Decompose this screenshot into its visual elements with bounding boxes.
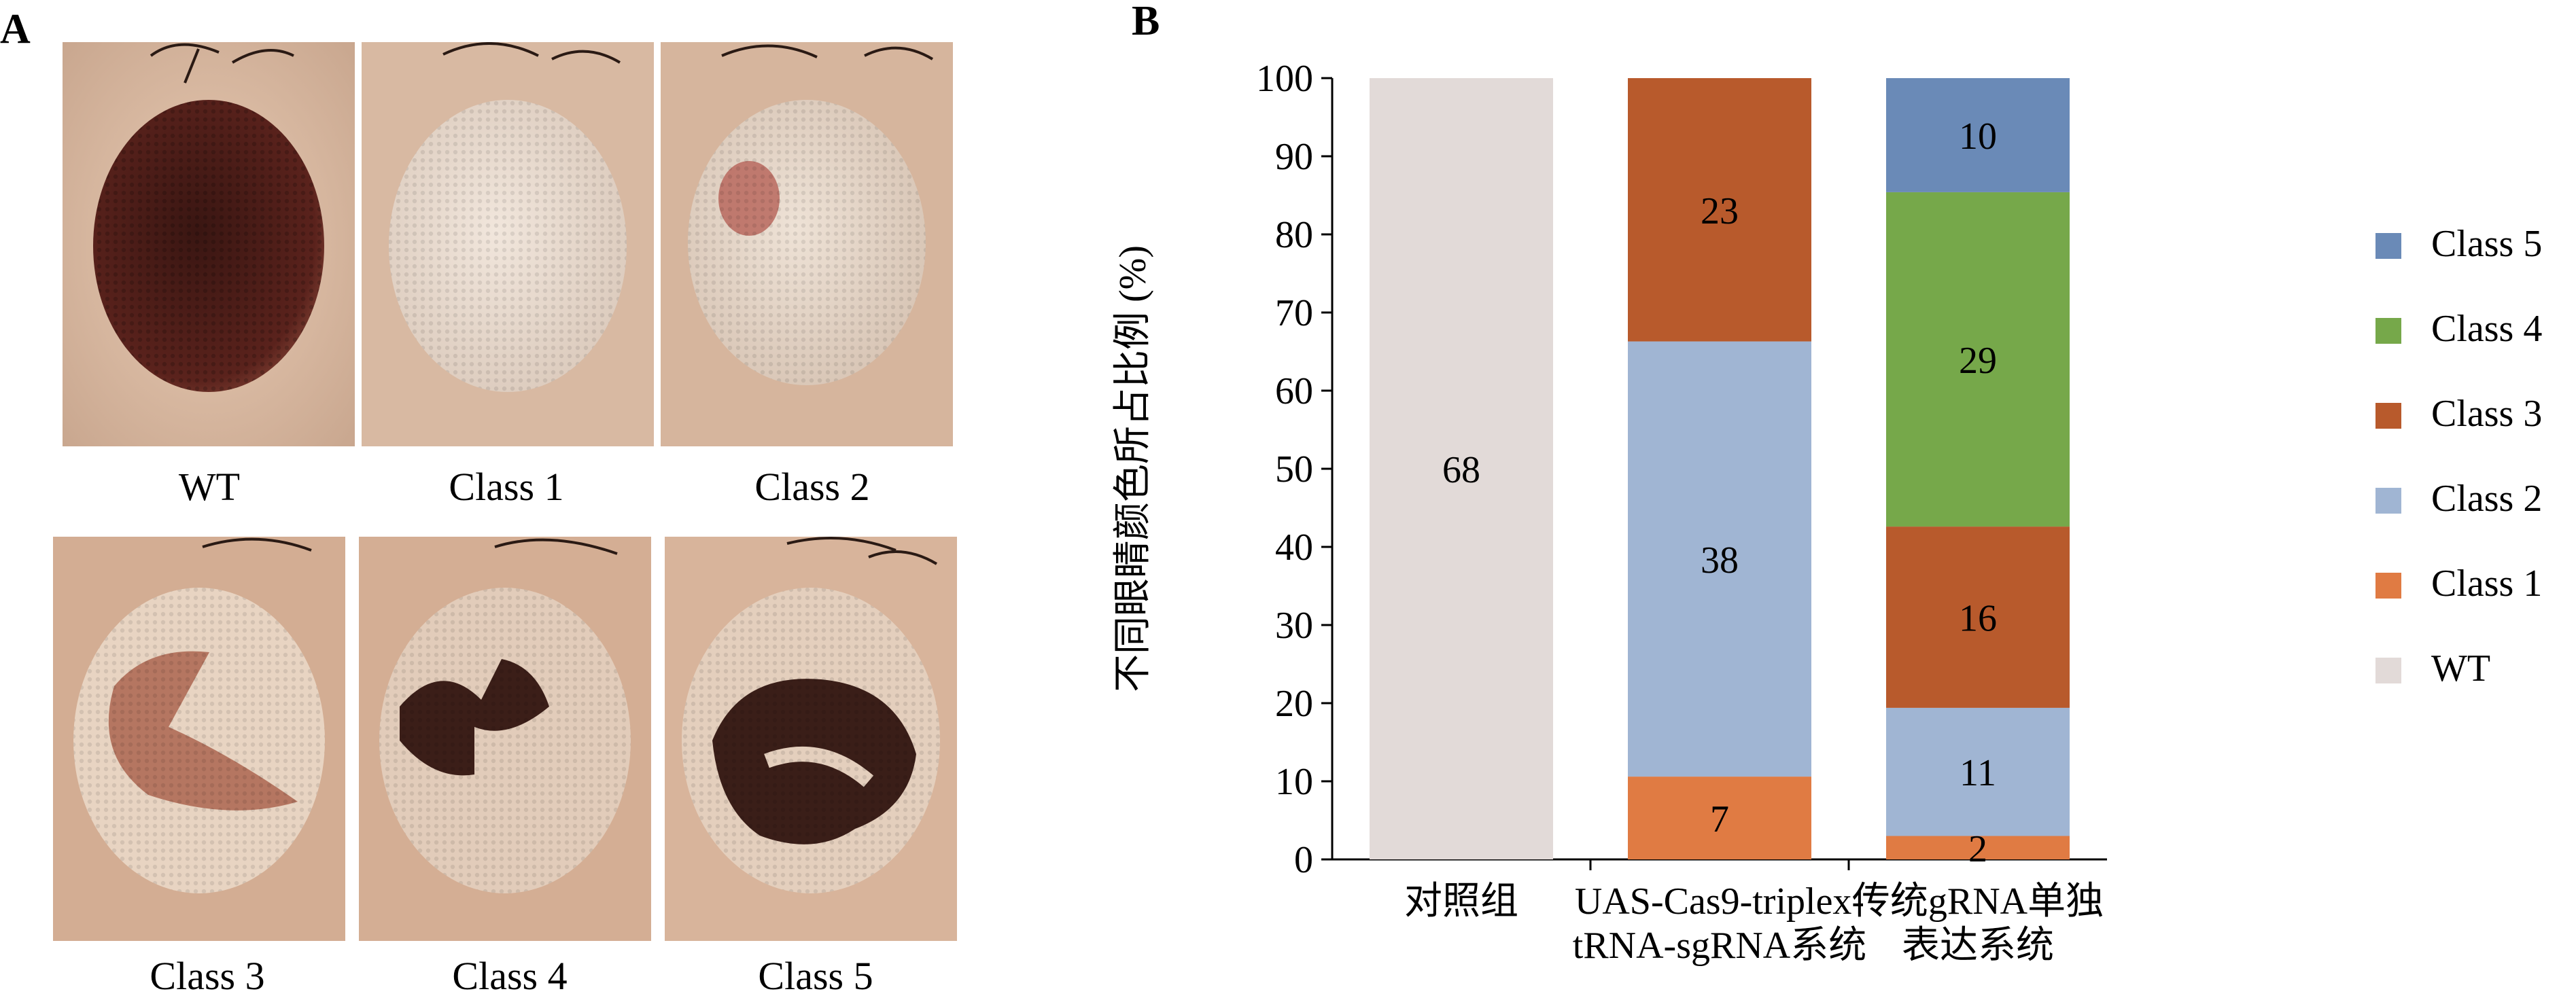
- y-tick-label: 70: [1275, 292, 1313, 334]
- legend-label: Class 3: [2431, 393, 2542, 435]
- eye-photo-class-1: [362, 42, 654, 446]
- legend-swatch: [2375, 403, 2401, 429]
- legend-swatch: [2375, 658, 2401, 683]
- legend-label: Class 1: [2431, 563, 2542, 605]
- data-label: 11: [1960, 752, 1996, 794]
- photo-label-class-2: Class 2: [754, 465, 870, 509]
- eye-photo-class-2: [661, 42, 953, 446]
- y-tick-label: 90: [1275, 136, 1313, 178]
- legend-swatch: [2375, 318, 2401, 344]
- category-label: 对照组: [1404, 880, 1518, 923]
- bar-segment-class-2: [1886, 707, 2070, 836]
- eye-photo-class-4: [359, 537, 651, 941]
- data-label: 29: [1959, 340, 1997, 382]
- photo-label-class-4: Class 4: [452, 954, 568, 998]
- bar-segment-class-1: [1628, 777, 1811, 859]
- stacked-bar-chart: 0 10 20 30 40 50 60 70 80 90 100 不同眼睛颜色所占比例 (%) 68 对照…: [1112, 58, 2542, 967]
- photo-label-class-3: Class 3: [150, 954, 265, 998]
- y-tick-label: 100: [1256, 58, 1313, 100]
- y-tick-label: 30: [1275, 605, 1313, 647]
- bar-segment-class-3: [1628, 78, 1811, 342]
- y-tick-label: 80: [1275, 214, 1313, 256]
- eye-photo-class-3: [53, 537, 345, 941]
- photo-label-wt: WT: [178, 465, 241, 509]
- category-label: 传统gRNA单独: [1852, 880, 2104, 923]
- y-tick-label: 50: [1275, 448, 1313, 491]
- y-tick-label: 60: [1275, 370, 1313, 412]
- data-label: 10: [1959, 115, 1997, 158]
- y-axis-title: 不同眼睛颜色所占比例 (%): [1112, 245, 1154, 692]
- category-label: 表达系统: [1902, 925, 2054, 967]
- bar-segment-class-3: [1886, 527, 2070, 708]
- bar-segment-class-5: [1886, 78, 2070, 192]
- legend-label: Class 2: [2431, 478, 2542, 520]
- data-label: 38: [1701, 539, 1739, 582]
- bar-segment-class-1: [1886, 836, 2070, 859]
- legend-label: Class 4: [2431, 308, 2542, 350]
- bar-segment-class-4: [1886, 192, 2070, 527]
- data-label: 7: [1710, 798, 1729, 840]
- y-tick-label: 40: [1275, 527, 1313, 569]
- eye-photo-class-5: [665, 537, 957, 941]
- panel-b-letter: B: [1132, 0, 1160, 44]
- category-label: UAS-Cas9-triplex-: [1575, 880, 1864, 923]
- eye-photo-wt: [63, 42, 355, 446]
- category-label: tRNA-sgRNA系统: [1573, 925, 1866, 967]
- bar-segment-wt: [1370, 78, 1553, 859]
- data-label: 68: [1442, 449, 1480, 491]
- bar-segment-class-2: [1628, 341, 1811, 777]
- photo-label-class-1: Class 1: [449, 465, 564, 509]
- legend-label: Class 5: [2431, 223, 2542, 265]
- legend-swatch: [2375, 233, 2401, 259]
- y-tick-label: 0: [1294, 839, 1313, 881]
- photo-label-class-5: Class 5: [758, 954, 873, 998]
- y-tick-label: 20: [1275, 683, 1313, 725]
- data-label: 23: [1701, 190, 1739, 232]
- legend-swatch: [2375, 488, 2401, 514]
- legend-swatch: [2375, 573, 2401, 599]
- eye-photo-grid: WT Class 1 Class 2 Class 3 Class 4 Class…: [0, 0, 992, 996]
- y-tick-label: 10: [1275, 761, 1313, 803]
- data-label: 16: [1959, 598, 1997, 640]
- legend-label: WT: [2431, 647, 2490, 690]
- panel-a-letter: A: [0, 6, 31, 52]
